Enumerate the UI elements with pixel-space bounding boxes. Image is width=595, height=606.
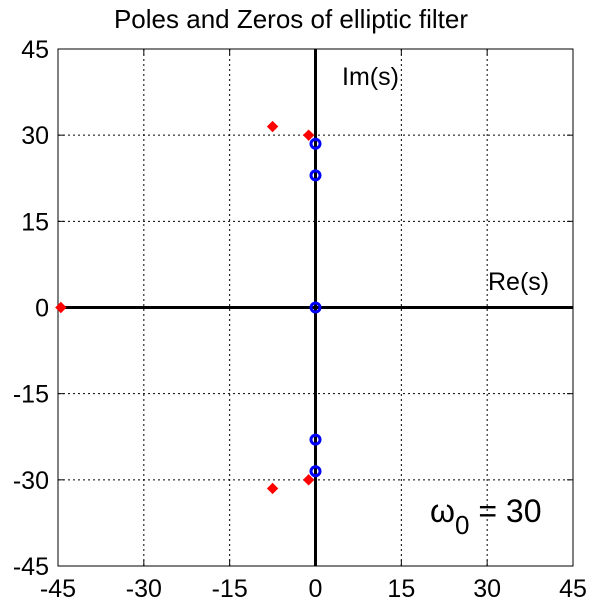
y-tick-label: -30 [13,467,49,495]
grid [58,49,573,566]
x-tick-label: 45 [559,575,587,603]
pole-marker [266,482,279,495]
axes [57,48,574,567]
y-tick-label: 15 [21,208,49,236]
x-tick-label: -45 [40,575,76,603]
omega-symbol: ω [430,493,455,529]
y-tick-label: -15 [13,381,49,409]
pole-marker [302,129,315,141]
zero-marker [309,137,322,150]
y-tick-label: 45 [21,36,49,64]
x-tick-label: -15 [212,575,248,603]
chart-title: Poles and Zeros of elliptic filter [114,4,468,34]
pole-marker [266,120,279,133]
zero-marker [309,169,322,182]
imag-axis-label: Im(s) [342,63,399,91]
x-tick-label: 30 [473,575,501,603]
pole-marker [302,474,315,486]
omega-value: = 30 [469,493,541,529]
zero-marker [309,465,322,478]
tick-labels: -45 -30 -15 0 15 30 45 -45 -30 -15 0 15 30 45 [13,36,587,603]
y-tick-label: -45 [13,553,49,581]
x-tick-label: -30 [126,575,162,603]
y-tick-label: 30 [21,122,49,150]
real-axis-label: Re(s) [488,268,549,296]
data-marks [55,120,322,495]
zero-marker [309,433,322,446]
omega-subscript: 0 [455,510,469,540]
pole-marker [55,301,67,314]
x-tick-label: 0 [309,575,323,603]
omega-annotation: ω0 = 30 [430,493,542,540]
x-tick-label: 15 [387,575,415,603]
zero-marker [309,301,322,314]
y-tick-label: 0 [35,295,49,323]
